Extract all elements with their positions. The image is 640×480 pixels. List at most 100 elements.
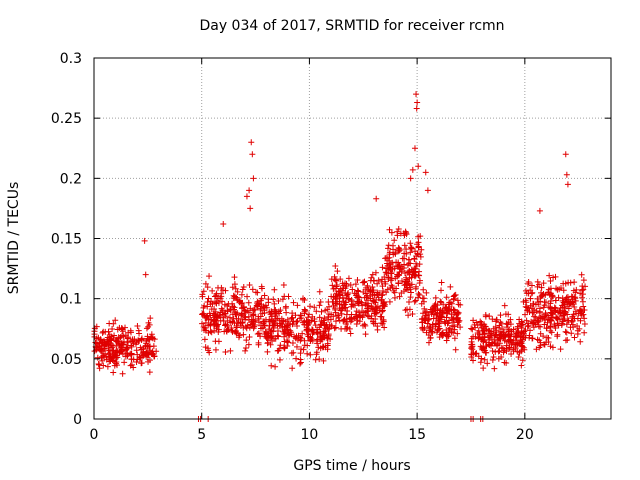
data-point <box>572 297 579 304</box>
data-point <box>385 266 392 273</box>
data-point <box>117 348 124 355</box>
data-point <box>515 354 522 361</box>
data-point <box>433 315 440 322</box>
data-point <box>369 271 376 278</box>
data-point <box>133 347 140 354</box>
data-point <box>270 328 277 335</box>
data-point <box>379 287 386 294</box>
data-point <box>383 265 390 272</box>
data-point <box>112 317 119 324</box>
data-point <box>224 302 231 309</box>
data-point <box>541 314 548 321</box>
data-point <box>420 286 427 293</box>
data-point <box>564 181 571 188</box>
data-point <box>335 314 342 321</box>
data-point <box>316 314 323 321</box>
data-point <box>328 293 335 300</box>
data-point <box>118 345 125 352</box>
data-point <box>452 291 459 298</box>
data-point <box>252 289 259 296</box>
data-point <box>429 329 436 336</box>
data-point <box>211 314 218 321</box>
data-point <box>239 320 246 327</box>
data-point <box>370 297 377 304</box>
data-point <box>387 261 394 268</box>
data-point <box>366 288 373 295</box>
data-point <box>93 340 100 347</box>
data-point <box>319 344 326 351</box>
data-point <box>242 345 249 352</box>
data-point <box>384 245 391 252</box>
data-point <box>355 288 362 295</box>
data-point <box>430 306 437 313</box>
data-point <box>222 349 229 356</box>
data-point <box>562 280 569 287</box>
data-point <box>255 330 262 337</box>
data-point <box>119 325 126 332</box>
data-point <box>408 274 415 281</box>
data-point <box>401 242 408 249</box>
data-point <box>381 324 388 331</box>
data-point <box>385 274 392 281</box>
data-point <box>143 349 150 356</box>
data-point <box>218 293 225 300</box>
data-point <box>489 347 496 354</box>
axis-ticks <box>93 57 611 420</box>
data-point <box>347 282 354 289</box>
data-point <box>554 320 561 327</box>
data-point <box>481 356 488 363</box>
data-point <box>303 324 310 331</box>
data-point <box>249 320 256 327</box>
data-point <box>354 277 361 284</box>
data-point <box>497 328 504 335</box>
data-point <box>561 316 568 323</box>
data-point <box>572 295 579 302</box>
data-point <box>422 169 429 176</box>
data-point <box>134 322 141 329</box>
data-point <box>98 342 105 349</box>
data-point <box>290 299 297 306</box>
data-point <box>389 266 396 273</box>
data-point <box>145 323 152 330</box>
data-point <box>317 338 324 345</box>
data-point <box>231 293 238 300</box>
data-point <box>212 338 219 345</box>
data-point <box>562 337 569 344</box>
data-point <box>254 298 261 305</box>
data-point <box>141 351 148 358</box>
data-point <box>537 323 544 330</box>
data-point <box>579 294 586 301</box>
data-point <box>266 322 273 329</box>
data-point <box>486 327 493 334</box>
data-point <box>507 333 514 340</box>
data-point <box>436 325 443 332</box>
data-point <box>497 312 504 319</box>
data-point <box>480 365 487 372</box>
data-point <box>443 314 450 321</box>
data-point <box>200 304 207 311</box>
data-point <box>108 344 115 351</box>
data-points <box>91 91 589 422</box>
data-point <box>411 256 418 263</box>
data-point <box>253 302 260 309</box>
data-point <box>468 351 475 358</box>
data-point <box>313 349 320 356</box>
data-point <box>503 345 510 352</box>
data-point <box>294 317 301 324</box>
data-point <box>134 356 141 363</box>
data-point <box>457 324 464 331</box>
data-point <box>275 297 282 304</box>
data-point <box>571 315 578 322</box>
data-point <box>289 365 296 372</box>
data-point <box>224 322 231 329</box>
data-point <box>409 310 416 317</box>
data-point <box>521 328 528 335</box>
data-point <box>495 337 502 344</box>
data-point <box>206 273 213 280</box>
data-point <box>319 334 326 341</box>
data-point <box>333 277 340 284</box>
data-point <box>273 315 280 322</box>
data-point <box>140 345 147 352</box>
data-point <box>408 281 415 288</box>
data-point <box>122 332 129 339</box>
